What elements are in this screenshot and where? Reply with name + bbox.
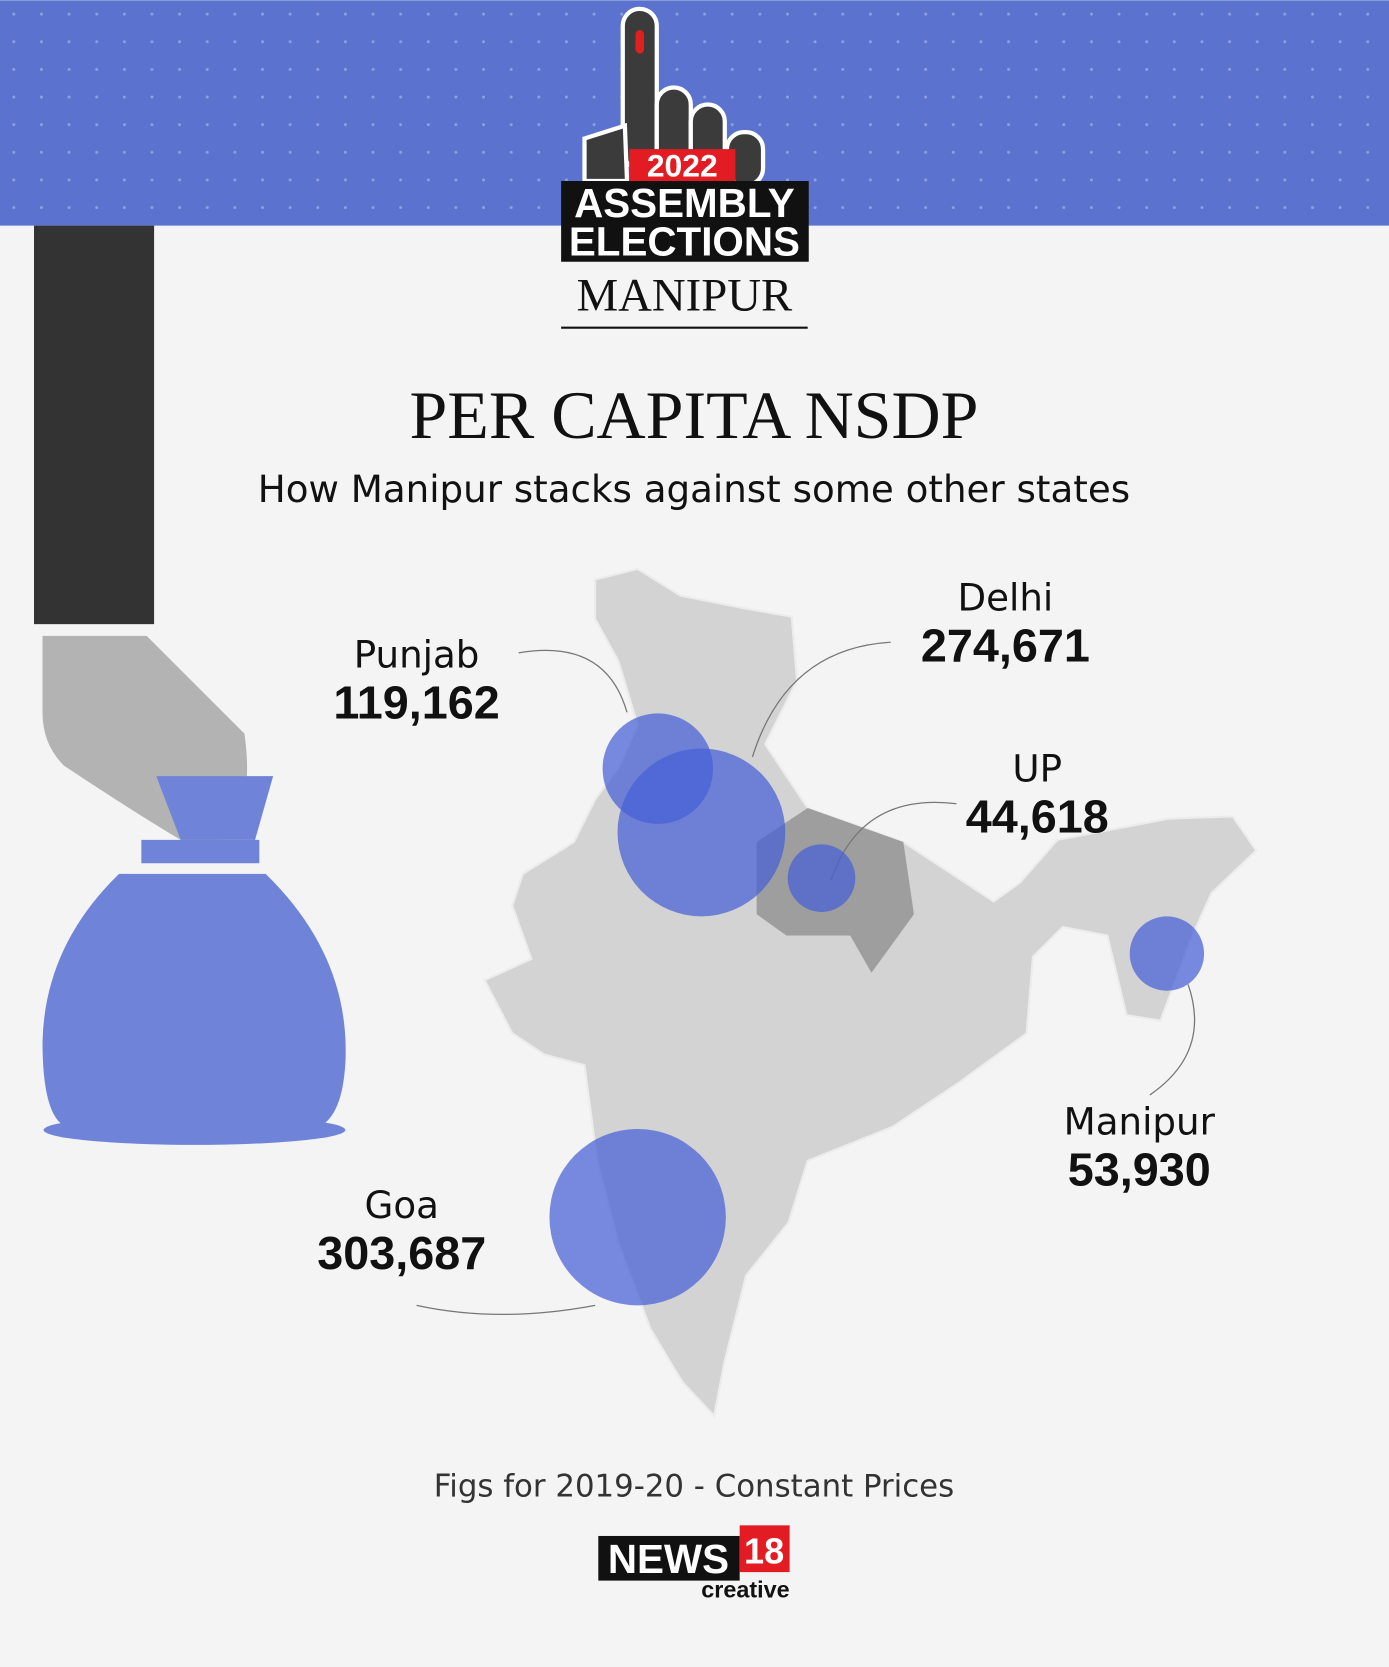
state-value: 44,618	[966, 790, 1109, 842]
logo-number: 18	[744, 1531, 784, 1572]
bubble	[617, 748, 786, 917]
state-value: 274,671	[921, 619, 1090, 671]
state-value: 303,687	[317, 1227, 486, 1279]
header-line1: ASSEMBLY	[574, 180, 795, 226]
bubbles	[549, 713, 1205, 1306]
logo-brand: NEWS	[608, 1536, 729, 1582]
header-year: 2022	[647, 148, 718, 184]
bubble	[1129, 916, 1205, 991]
state-name: UP	[1012, 746, 1062, 790]
logo-box	[598, 1535, 740, 1581]
state-name: Goa	[365, 1183, 439, 1227]
state-value: 119,162	[333, 677, 499, 729]
year-box	[629, 149, 736, 184]
bubble	[549, 1128, 726, 1306]
state-name: Manipur	[1064, 1099, 1216, 1143]
state-value: 53,930	[1068, 1143, 1211, 1195]
subtitle: How Manipur stacks against some other st…	[258, 467, 1130, 511]
title: PER CAPITA NSDP	[409, 377, 978, 453]
footnote: Figs for 2019-20 - Constant Prices	[434, 1469, 954, 1505]
state-name: Delhi	[957, 575, 1053, 619]
header-line2: ELECTIONS	[569, 218, 800, 264]
logo-tag: creative	[701, 1577, 789, 1603]
connectors	[416, 641, 1196, 1316]
header-state: MANIPUR	[577, 270, 793, 322]
logo-number-box	[739, 1525, 790, 1573]
bubble	[787, 844, 856, 912]
money-bag	[34, 225, 346, 1145]
header-box	[561, 180, 809, 262]
state-name: Punjab	[354, 633, 480, 677]
